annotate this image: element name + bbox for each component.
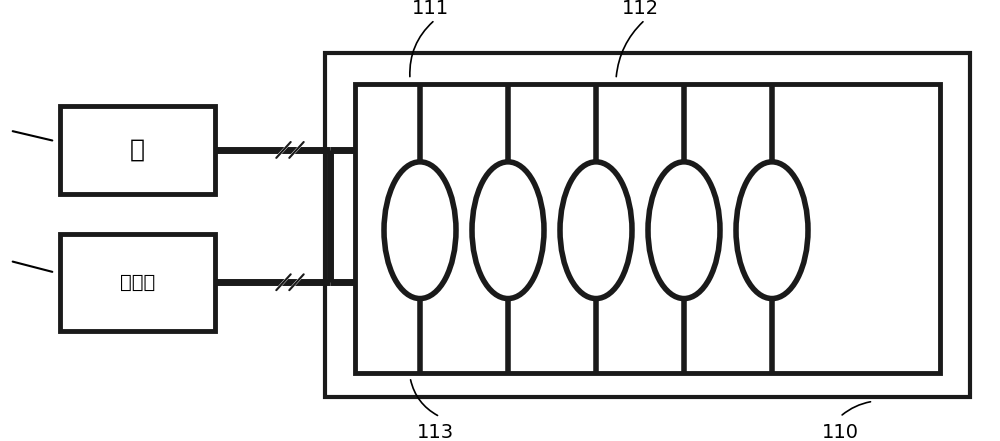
- Text: 112: 112: [621, 0, 659, 18]
- Ellipse shape: [648, 162, 720, 299]
- Ellipse shape: [736, 162, 808, 299]
- Text: 110: 110: [822, 423, 858, 441]
- Ellipse shape: [472, 162, 544, 299]
- Text: 检测器: 检测器: [120, 273, 155, 292]
- Bar: [355, 84, 940, 373]
- Bar: [60, 106, 215, 194]
- Text: 灯: 灯: [130, 138, 145, 162]
- Ellipse shape: [560, 162, 632, 299]
- Text: 111: 111: [411, 0, 449, 18]
- Bar: [60, 234, 215, 331]
- Text: 113: 113: [416, 423, 454, 441]
- Ellipse shape: [384, 162, 456, 299]
- Bar: [325, 53, 970, 397]
